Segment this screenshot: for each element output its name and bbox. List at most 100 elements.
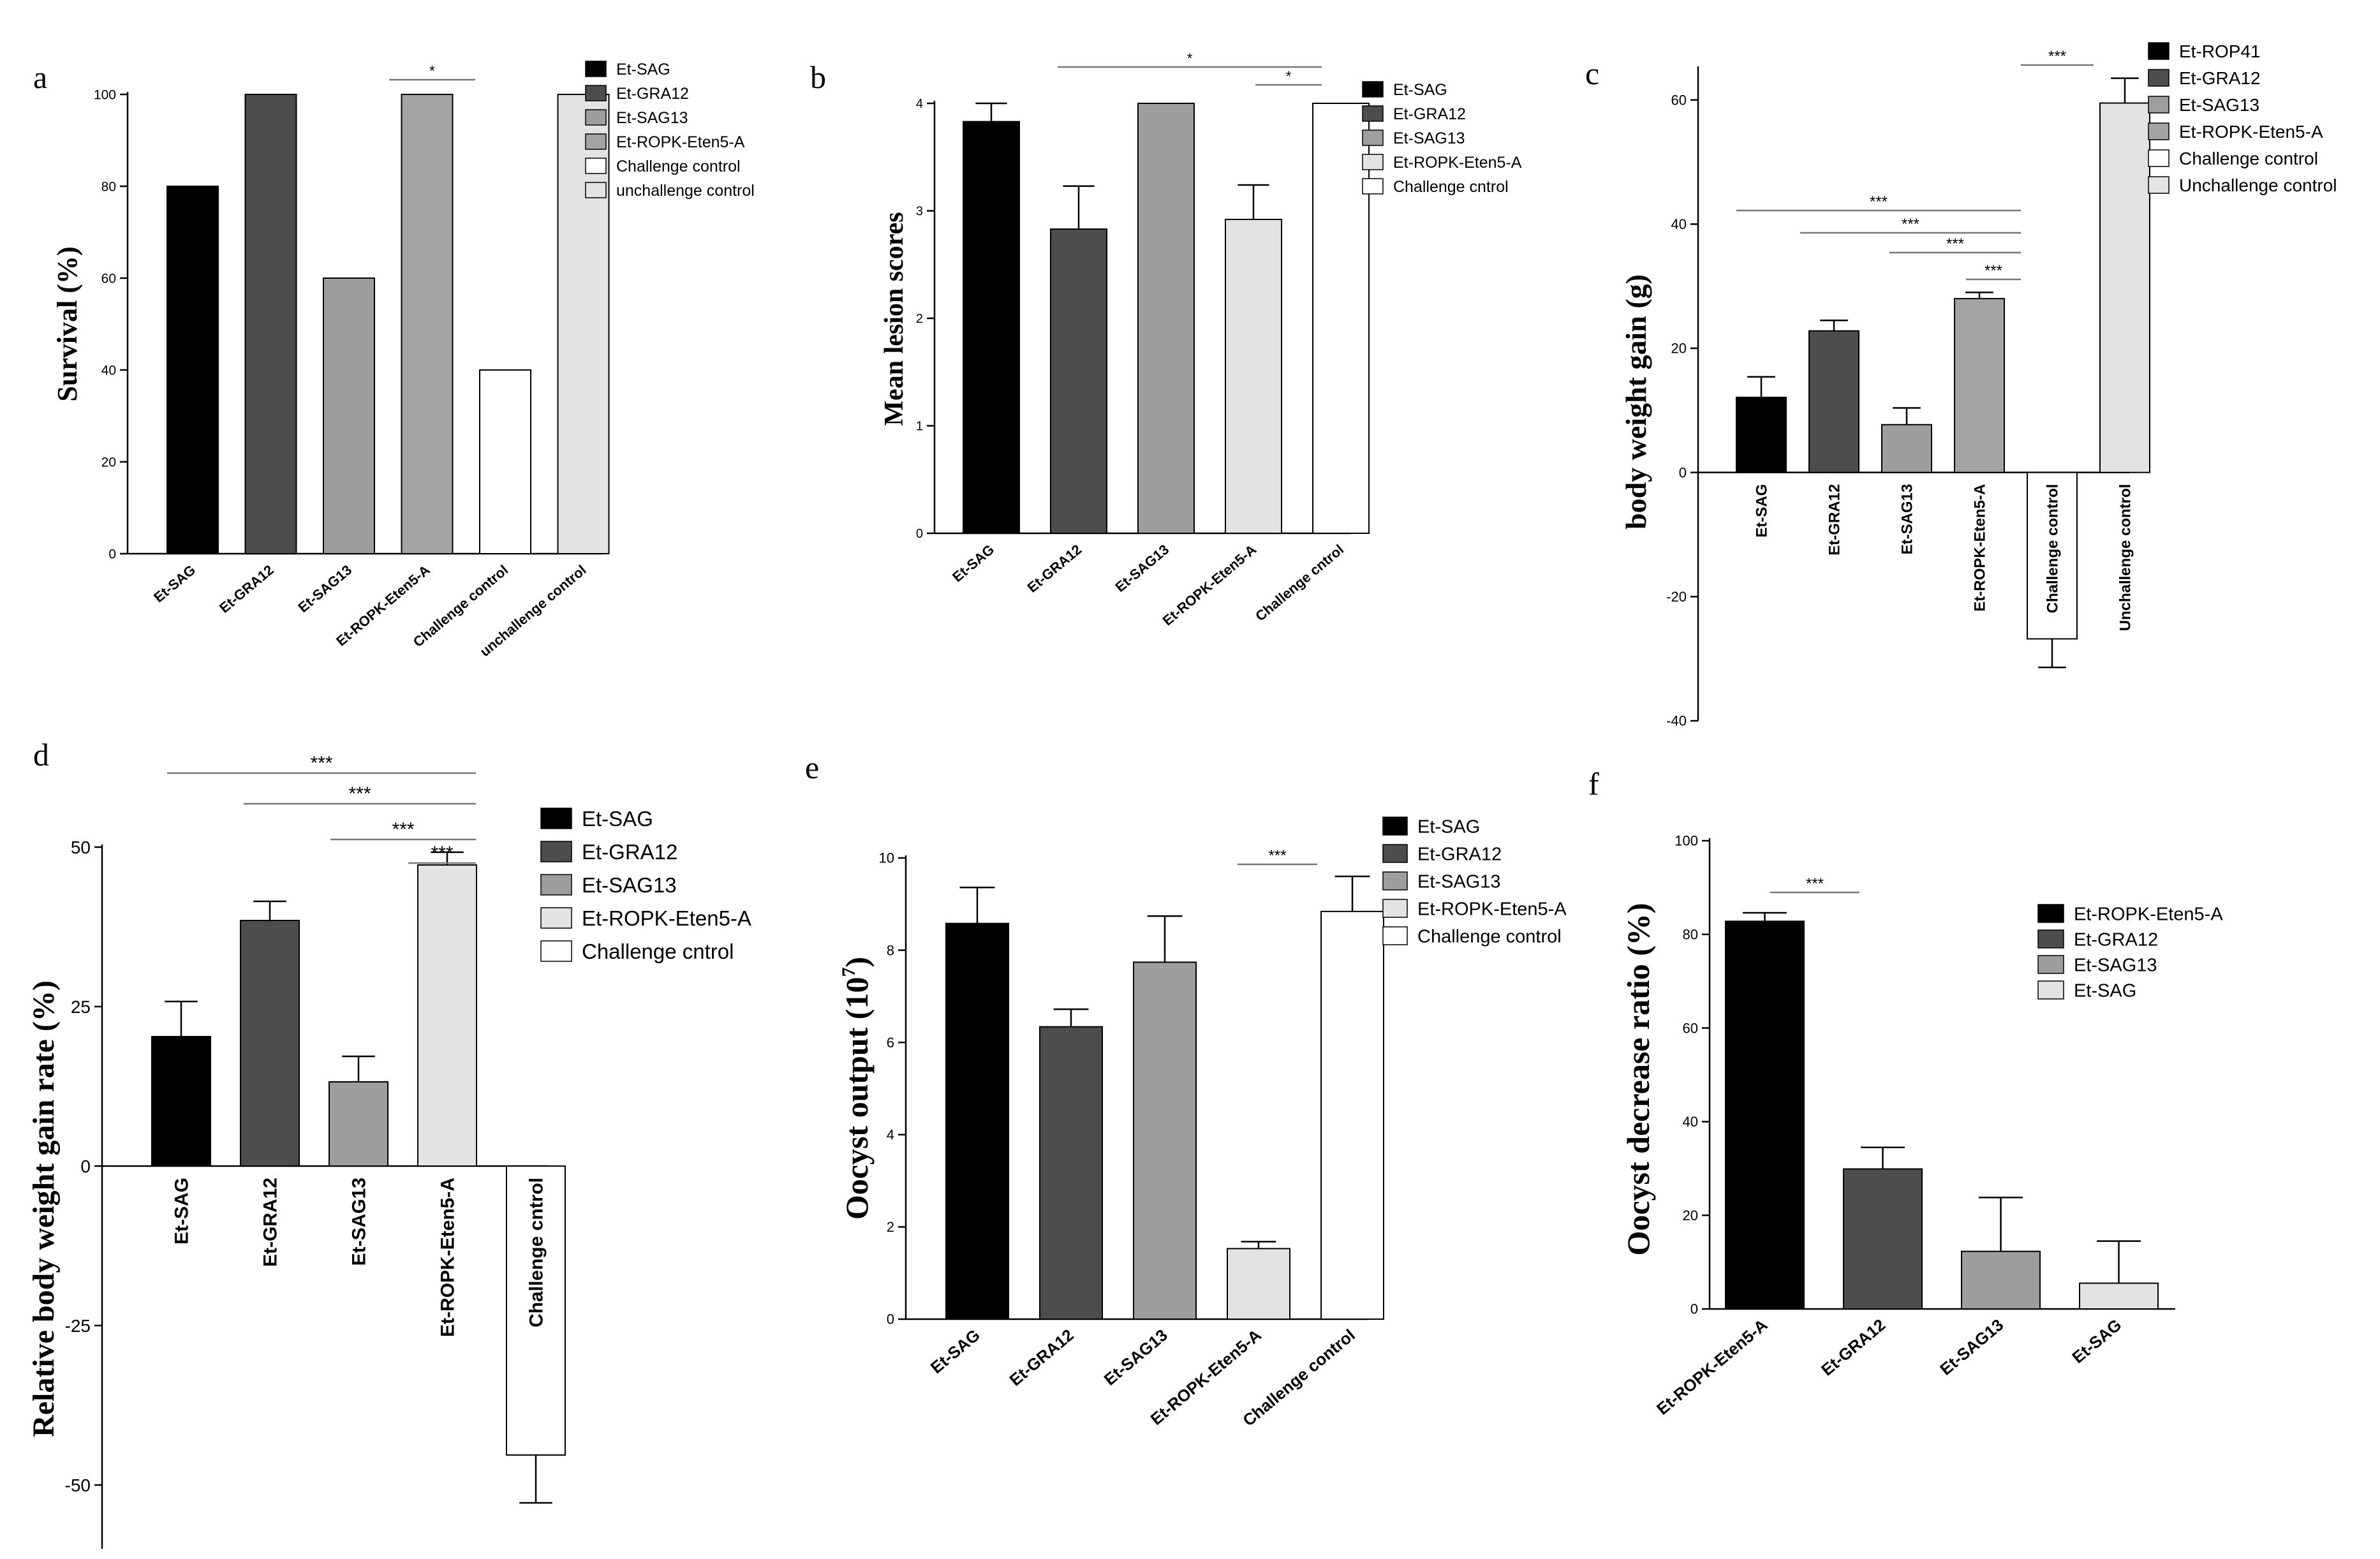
y-axis-label: Survival (%) [52,246,83,401]
significance-label: * [1286,68,1292,84]
legend-label: Et-SAG13 [2179,95,2259,115]
category-label: Et-ROPK-Eten5-A [1160,542,1260,629]
y-tick-label: 100 [94,87,116,102]
y-tick-label: 6 [887,1035,894,1051]
y-tick-label: -20 [1666,589,1687,605]
legend-label: Et-GRA12 [616,85,689,103]
legend-swatch [1382,871,1408,890]
legend-swatch [540,940,572,962]
legend-swatch [2148,176,2169,194]
bar-et-sag [1736,396,1787,473]
bar-challenge-control [1320,910,1384,1320]
legend-label: Et-ROP41 [2179,41,2261,61]
legend-label: Challenge cntrol [1393,178,1509,196]
legend-swatch [2037,955,2064,974]
y-tick-label: 40 [1683,1114,1698,1130]
category-label: Et-GRA12 [1817,1315,1889,1380]
legend-swatch [1362,129,1384,146]
legend-label: Et-SAG13 [1393,129,1465,147]
y-tick-label: 40 [1671,216,1687,232]
y-tick-label: 40 [101,363,116,378]
category-label: Challenge cntrol [1252,542,1347,624]
y-tick-label: -50 [65,1475,91,1495]
legend-swatch [1382,844,1408,863]
significance-label: *** [392,819,414,840]
legend-label: Et-SAG13 [1417,871,1501,892]
panel-letter: b [810,59,826,95]
legend-label: Challenge control [616,158,741,175]
y-tick-label: 60 [101,271,116,286]
legend-label: Et-ROPK-Eten5-A [2074,904,2223,924]
significance-label: *** [1985,262,2002,279]
legend-label: Et-ROPK-Eten5-A [616,133,745,151]
legend-swatch [2148,42,2169,60]
bar-challenge-control [479,369,531,554]
legend-label: Et-GRA12 [2074,929,2158,950]
legend-label: Et-ROPK-Eten5-A [2179,122,2323,142]
legend-label: Et-GRA12 [1393,105,1466,123]
legend-label: unchallenge control [616,182,755,200]
legend-label: Et-GRA12 [582,840,677,864]
category-label: Et-SAG [172,1178,193,1245]
legend-swatch [540,874,572,896]
y-tick-label: 0 [1679,464,1687,480]
category-label: Et-SAG13 [1898,484,1916,555]
y-tick-label: 4 [916,97,923,111]
bar-et-sag [151,1036,211,1167]
legend-swatch [1382,816,1408,836]
category-label: Et-SAG [2068,1315,2125,1367]
legend-swatch [585,158,607,174]
y-tick-label: 0 [1690,1301,1698,1317]
chart-panel-d: d -50 -25 0 25 50 Relative body weight gain ra… [27,737,751,1549]
y-tick-label: 0 [80,1156,91,1176]
legend-label: Et-SAG [2074,980,2136,1001]
significance-label: *** [1902,216,1919,233]
legend-swatch [2037,904,2064,923]
bar-et-sag13 [1881,424,1932,473]
category-label: Et-ROPK-Eten5-A [1971,484,1988,612]
category-label: Challenge cntrol [526,1178,547,1327]
y-tick-label: 4 [887,1127,894,1143]
bar-et-sag [945,922,1009,1320]
legend-swatch [2037,929,2064,949]
y-tick-label: 20 [1683,1208,1698,1223]
legend-label: Et-SAG [582,807,653,831]
legend-label: Et-GRA12 [2179,68,2261,88]
bar-challenge-control [2027,471,2078,640]
legend-label: Et-SAG [616,61,670,78]
y-tick-label: 2 [916,312,923,326]
y-tick-label: 80 [101,179,116,194]
y-tick-label: 50 [71,838,91,857]
chart-panel-f: f 0 20 40 60 80 100 Oocyst decrease ratio (%) Et… [1588,766,2223,1419]
legend-swatch [1362,81,1384,98]
category-label: Et-SAG13 [1112,542,1172,595]
legend-label: Et-SAG13 [582,873,677,897]
legend-swatch [1362,105,1384,122]
legend-label: Et-SAG [1417,816,1480,837]
y-tick-label: 1 [916,420,923,434]
bar-et-sag13 [323,277,375,554]
y-tick-label: 0 [108,547,116,561]
bar-et-gra12 [1039,1026,1103,1320]
legend-swatch [585,182,607,198]
legend-swatch [1362,178,1384,195]
legend-swatch [2148,149,2169,167]
category-label: Et-ROPK-Eten5-A [1653,1315,1771,1418]
category-label: Et-GRA12 [260,1178,281,1267]
chart-panel-c: c -40 -20 0 20 40 60 body weight gain (g) Et-SAG… [1585,41,2337,729]
category-label: Et-GRA12 [1826,484,1843,556]
bar-et-gra12 [244,94,297,554]
category-label: Unchallenge control [2117,484,2134,632]
category-label: Et-GRA12 [1024,542,1084,596]
legend-label: Challenge control [1417,926,1562,947]
legend-swatch [2148,122,2169,140]
legend-label: Challenge cntrol [582,940,734,963]
y-axis-label: Oocyst decrease ratio (%) [1620,903,1656,1255]
legend-swatch [540,907,572,929]
legend-swatch [585,133,607,150]
y-tick-label: 3 [916,205,923,219]
bar-et-ropk-eten5-a [1225,218,1282,534]
bar-et-sag13 [1961,1250,2041,1310]
significance-label: *** [1946,235,1964,253]
